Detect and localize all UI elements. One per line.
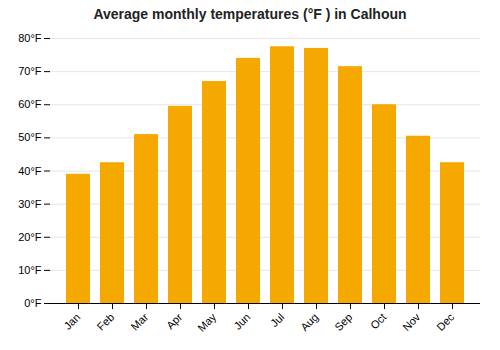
- svg-text:Jan: Jan: [61, 311, 82, 332]
- svg-text:50°F: 50°F: [18, 131, 42, 143]
- svg-text:40°F: 40°F: [18, 165, 42, 177]
- svg-text:Oct: Oct: [368, 311, 389, 332]
- svg-text:Aug: Aug: [298, 311, 320, 333]
- svg-text:Apr: Apr: [164, 311, 185, 332]
- svg-text:Jul: Jul: [268, 311, 286, 329]
- svg-text:Nov: Nov: [400, 310, 423, 333]
- svg-text:Jun: Jun: [231, 311, 252, 332]
- html-text:Average monthly temperatures (: Average monthly temperatures (°F ) in Ca…: [93, 6, 407, 22]
- svg-text:Dec: Dec: [434, 310, 457, 333]
- svg-text:10°F: 10°F: [18, 264, 42, 276]
- svg-text:70°F: 70°F: [18, 65, 42, 77]
- svg-text:30°F: 30°F: [18, 198, 42, 210]
- svg-text:0°F: 0°F: [24, 297, 42, 309]
- svg-text:Sep: Sep: [332, 311, 354, 333]
- svg-text:Mar: Mar: [129, 311, 151, 333]
- svg-text:Feb: Feb: [95, 311, 117, 333]
- svg-text:80°F: 80°F: [18, 32, 42, 44]
- svg-text:20°F: 20°F: [18, 231, 42, 243]
- svg-text:May: May: [195, 310, 219, 334]
- svg-text:60°F: 60°F: [18, 98, 42, 110]
